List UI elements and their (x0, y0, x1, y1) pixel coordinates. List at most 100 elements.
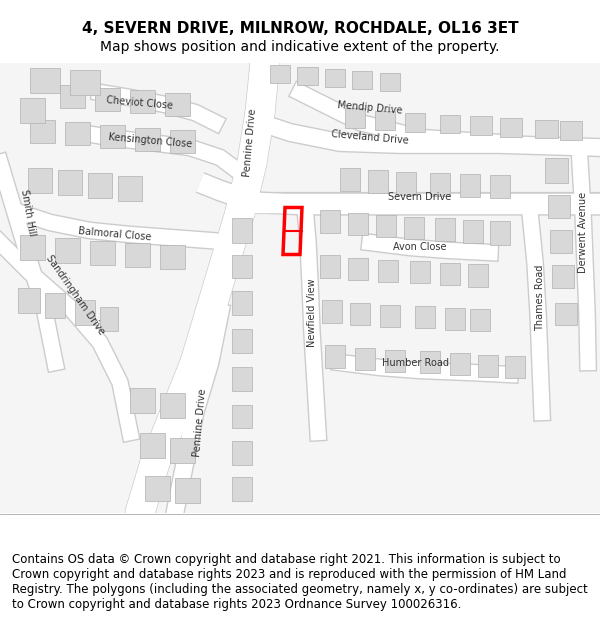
Polygon shape (28, 168, 52, 192)
Text: Avon Close: Avon Close (393, 242, 447, 252)
Text: Derwent Avenue: Derwent Avenue (578, 192, 588, 273)
Text: Cleveland Drive: Cleveland Drive (331, 129, 409, 146)
Polygon shape (232, 254, 252, 278)
Polygon shape (322, 299, 342, 322)
Polygon shape (135, 127, 160, 151)
Text: Pennine Drive: Pennine Drive (192, 388, 208, 457)
Polygon shape (45, 292, 65, 318)
Polygon shape (55, 238, 80, 262)
Polygon shape (352, 71, 372, 89)
Text: Smith Hill: Smith Hill (19, 188, 37, 237)
Polygon shape (445, 308, 465, 329)
Polygon shape (555, 302, 577, 324)
Polygon shape (60, 84, 85, 107)
Polygon shape (380, 72, 400, 91)
Polygon shape (232, 366, 252, 391)
Polygon shape (435, 217, 455, 241)
Polygon shape (348, 258, 368, 279)
Polygon shape (232, 404, 252, 428)
Polygon shape (560, 121, 582, 139)
Polygon shape (490, 221, 510, 244)
Polygon shape (405, 112, 425, 131)
Polygon shape (88, 173, 112, 198)
Polygon shape (340, 168, 360, 191)
Polygon shape (404, 216, 424, 239)
Polygon shape (410, 261, 430, 282)
Text: Sandringham Drive: Sandringham Drive (44, 253, 106, 336)
Polygon shape (175, 478, 200, 502)
Polygon shape (145, 476, 170, 501)
Polygon shape (350, 302, 370, 324)
Polygon shape (420, 351, 440, 372)
Polygon shape (70, 69, 100, 94)
Polygon shape (463, 219, 483, 243)
Polygon shape (95, 88, 120, 111)
Text: Humber Road: Humber Road (382, 357, 449, 367)
Text: Balmoral Close: Balmoral Close (78, 226, 152, 242)
Polygon shape (345, 107, 365, 127)
Text: Kensington Close: Kensington Close (108, 132, 192, 149)
Polygon shape (490, 174, 510, 198)
Polygon shape (385, 349, 405, 371)
Polygon shape (478, 354, 498, 376)
Text: 4, SEVERN DRIVE, MILNROW, ROCHDALE, OL16 3ET: 4, SEVERN DRIVE, MILNROW, ROCHDALE, OL16… (82, 21, 518, 36)
Polygon shape (232, 476, 252, 501)
Polygon shape (552, 264, 574, 288)
Polygon shape (125, 242, 150, 266)
Polygon shape (430, 173, 450, 196)
Polygon shape (75, 299, 95, 324)
Polygon shape (348, 213, 368, 234)
Polygon shape (232, 291, 252, 314)
Text: Map shows position and indicative extent of the property.: Map shows position and indicative extent… (100, 40, 500, 54)
Polygon shape (65, 121, 90, 144)
Polygon shape (380, 304, 400, 326)
Polygon shape (500, 118, 522, 136)
Polygon shape (100, 124, 125, 148)
Polygon shape (130, 388, 155, 412)
Text: Thames Road: Thames Road (535, 264, 545, 331)
Polygon shape (550, 229, 572, 253)
Polygon shape (535, 119, 558, 138)
Polygon shape (18, 288, 40, 312)
Polygon shape (20, 234, 45, 259)
Polygon shape (100, 306, 118, 331)
Polygon shape (440, 262, 460, 284)
Polygon shape (320, 254, 340, 278)
Polygon shape (396, 171, 416, 194)
Polygon shape (30, 68, 60, 92)
Polygon shape (232, 441, 252, 464)
Polygon shape (368, 169, 388, 192)
Polygon shape (548, 194, 570, 218)
Polygon shape (470, 116, 492, 134)
Text: Severn Drive: Severn Drive (388, 191, 452, 201)
Polygon shape (20, 98, 45, 122)
Polygon shape (232, 329, 252, 352)
Polygon shape (165, 92, 190, 116)
Text: Cheviot Close: Cheviot Close (106, 94, 174, 111)
Polygon shape (460, 174, 480, 196)
Polygon shape (468, 264, 488, 286)
Polygon shape (378, 259, 398, 281)
Polygon shape (232, 217, 252, 242)
Polygon shape (160, 244, 185, 269)
Polygon shape (355, 348, 375, 369)
Polygon shape (160, 392, 185, 418)
Polygon shape (170, 129, 195, 152)
Text: Mendip Drive: Mendip Drive (337, 99, 403, 116)
Polygon shape (545, 158, 568, 182)
Polygon shape (270, 64, 290, 82)
Polygon shape (118, 176, 142, 201)
Polygon shape (376, 214, 396, 236)
Text: Contains OS data © Crown copyright and database right 2021. This information is : Contains OS data © Crown copyright and d… (12, 553, 588, 611)
Polygon shape (375, 111, 395, 129)
Polygon shape (90, 241, 115, 264)
Polygon shape (440, 114, 460, 132)
Polygon shape (325, 69, 345, 86)
Polygon shape (450, 352, 470, 374)
Text: Pennine Drive: Pennine Drive (242, 108, 258, 177)
Polygon shape (470, 309, 490, 331)
Polygon shape (325, 344, 345, 367)
Polygon shape (130, 89, 155, 112)
Polygon shape (140, 432, 165, 457)
Text: Newfield View: Newfield View (307, 278, 317, 347)
